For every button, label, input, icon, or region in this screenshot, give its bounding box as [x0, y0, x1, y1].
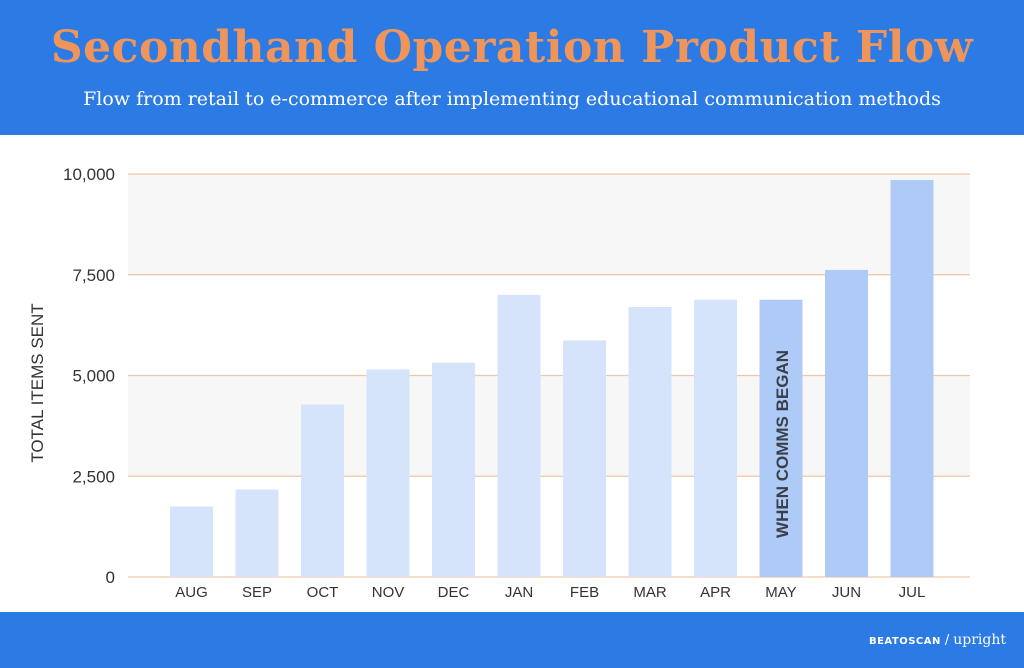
- y-tick-label: 7,500: [72, 266, 115, 285]
- x-tick-label: AUG: [175, 584, 208, 601]
- bar-aug: [170, 506, 213, 577]
- bar-jan: [497, 294, 541, 577]
- bar-jul: [890, 180, 934, 578]
- x-tick-label: NOV: [372, 584, 405, 601]
- annotation-when-comms-began: WHEN COMMS BEGAN: [773, 350, 792, 538]
- y-tick-label: 0: [106, 568, 115, 587]
- bar-dec: [432, 362, 475, 577]
- bar-jun: [825, 269, 868, 577]
- y-tick-label: 2,500: [72, 467, 115, 486]
- y-axis-label: TOTAL ITEMS SENT: [28, 303, 47, 462]
- x-tick-label: JUN: [832, 584, 861, 601]
- y-tick-label: 10,000: [63, 165, 115, 184]
- x-tick-label: MAY: [765, 584, 796, 601]
- logo-separator: /: [944, 633, 950, 648]
- bar-nov: [366, 369, 410, 577]
- footer-banner: BEATOSCAN / upright: [0, 612, 1024, 668]
- bar-apr: [694, 299, 737, 577]
- bar-chart: 0 2,500 5,000 7,500 10,000 TOTAL ITEMS SENT AU…: [28, 165, 970, 601]
- bar-feb: [563, 340, 606, 577]
- bar-oct: [301, 404, 344, 577]
- bar-may: [759, 299, 803, 577]
- header-banner: Secondhand Operation Product Flow Flow f…: [0, 0, 1024, 135]
- chart-title: Secondhand Operation Product Flow: [50, 22, 974, 73]
- x-tick-label: DEC: [438, 584, 470, 601]
- x-tick-label: MAR: [633, 584, 667, 601]
- brand-logo: BEATOSCAN / upright: [869, 632, 1006, 648]
- grid-band: [128, 174, 970, 275]
- x-tick-label: FEB: [570, 584, 599, 601]
- bar-sep: [235, 489, 279, 577]
- chart-subtitle: Flow from retail to e-commerce after imp…: [83, 88, 941, 110]
- x-tick-label: JUL: [899, 584, 926, 601]
- x-tick-label: APR: [700, 584, 731, 601]
- logo-right-text: upright: [953, 632, 1006, 648]
- x-tick-label: SEP: [242, 584, 272, 601]
- logo-left-text: BEATOSCAN: [868, 636, 941, 647]
- x-tick-label: OCT: [307, 584, 339, 601]
- bar-mar: [628, 306, 672, 577]
- x-tick-label: JAN: [505, 584, 533, 601]
- y-tick-label: 5,000: [72, 367, 115, 386]
